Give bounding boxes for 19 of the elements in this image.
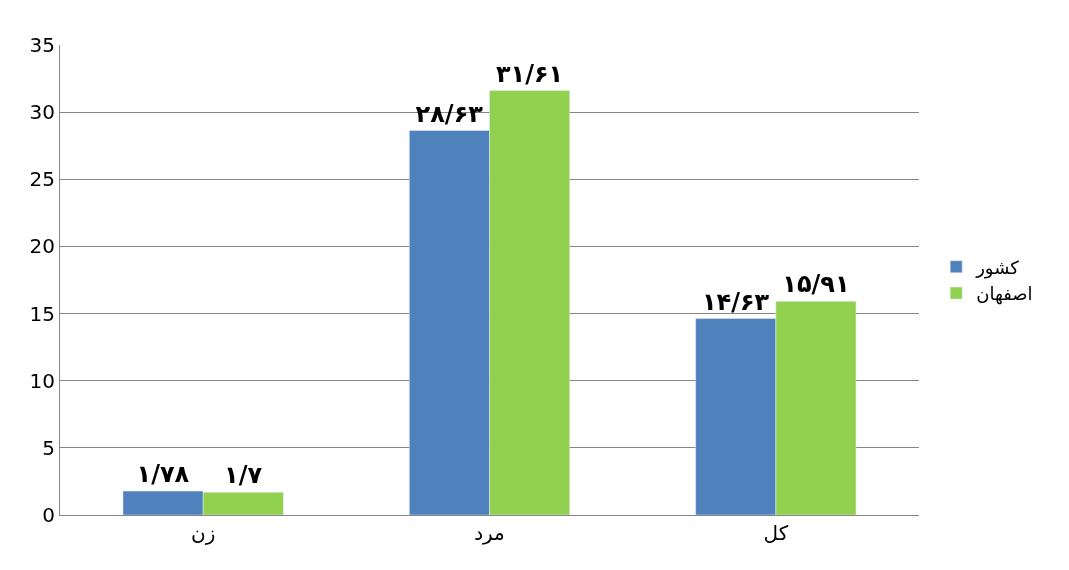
y-tick-label: 5: [42, 435, 55, 460]
x-tick-label: زن: [190, 521, 216, 545]
y-tick-label: 35: [29, 33, 55, 57]
y-tick-label: 10: [29, 368, 55, 393]
data-label: ۳۱/۶۱: [495, 59, 564, 88]
y-tick-label: 0: [42, 503, 55, 527]
legend-label: اصفهان: [976, 283, 1033, 306]
data-label: ۱/۷۸: [136, 460, 190, 489]
data-label: ۱۵/۹۱: [782, 270, 850, 299]
x-tick-label: کل: [763, 521, 789, 545]
y-tick-label: 25: [29, 167, 55, 192]
y-tick-label: 30: [29, 100, 55, 125]
x-tick-label: مرد: [474, 521, 505, 545]
legend-label: کشور: [975, 256, 1020, 279]
y-tick-label: 20: [29, 234, 55, 259]
data-label: ۱۴/۶۳: [701, 287, 770, 316]
data-label: ۱/۷: [224, 461, 263, 490]
data-label: ۲۸/۶۳: [415, 99, 484, 128]
y-tick-label: 15: [29, 301, 55, 326]
